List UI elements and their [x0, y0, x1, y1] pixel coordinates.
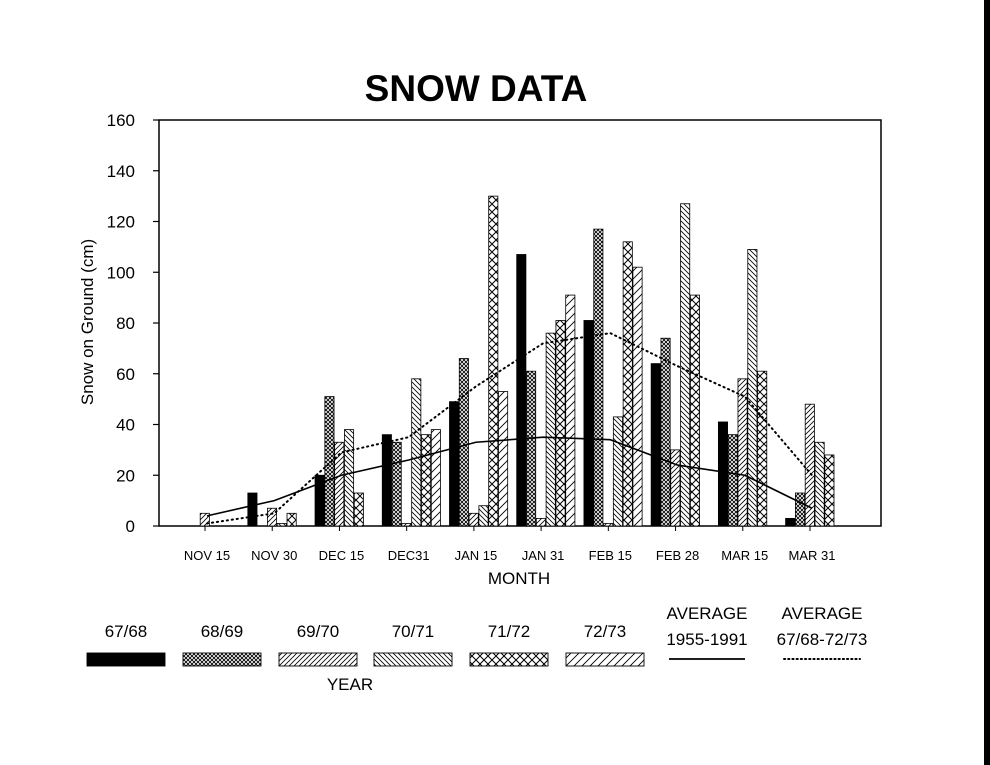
bar-68-69-9 [795, 492, 806, 527]
bar-groups [199, 195, 835, 527]
bar-70-71-7 [680, 203, 691, 527]
bar-70-71-8 [747, 249, 758, 527]
bar-70-71-2 [344, 429, 355, 527]
x-category-label: MAR 31 [789, 548, 836, 563]
legend-label-71-72: 71/72 [488, 622, 531, 641]
bar-69-70-4 [468, 512, 479, 527]
bar-67-68-5 [516, 254, 527, 527]
bar-68-69-6 [593, 228, 604, 527]
bar-70-71-9 [814, 441, 825, 527]
x-axis-label: MONTH [488, 569, 550, 588]
bar-71-72-4 [488, 195, 499, 527]
bar-71-72-1 [286, 512, 297, 527]
bar-68-69-2 [324, 396, 335, 527]
bar-70-71-3 [411, 378, 422, 527]
bar-71-72-2 [353, 492, 364, 527]
y-tick-label: 20 [116, 466, 135, 485]
x-category-label: JAN 31 [522, 548, 565, 563]
x-category-label: NOV 15 [184, 548, 230, 563]
chart-title: SNOW DATA [365, 68, 588, 109]
bar-70-71-5 [545, 332, 556, 527]
legend-title: YEAR [327, 675, 373, 694]
y-tick-label: 40 [116, 416, 135, 435]
bar-67-68-1 [247, 492, 258, 527]
x-category-label: DEC31 [388, 548, 430, 563]
bar-71-72-6 [622, 241, 633, 527]
bar-67-68-2 [314, 474, 325, 527]
bar-67-68-7 [650, 363, 661, 527]
legend-swatch-67-68 [86, 652, 166, 667]
bar-67-68-6 [583, 320, 594, 527]
bar-71-72-5 [555, 320, 566, 527]
bar-68-69-7 [660, 337, 671, 527]
legend-swatch-71-72 [469, 652, 549, 667]
legend-label-70-71: 70/71 [392, 622, 435, 641]
x-axis-categories: NOV 15 NOV 30 DEC 15 DEC31 JAN 15 JAN 31 FEB 1… [184, 526, 836, 563]
bar-70-71-6 [612, 416, 623, 527]
average-line-67-68-72-73 [206, 332, 813, 525]
legend-label-68-69: 68/69 [201, 622, 244, 641]
bar-71-72-3 [421, 434, 432, 527]
x-category-label: FEB 28 [656, 548, 699, 563]
bar-67-68-3 [381, 434, 392, 527]
average-lines [206, 332, 813, 525]
average-line-1955-1991 [206, 436, 813, 517]
bar-69-70-8 [737, 378, 748, 527]
bar-72-73-5 [565, 294, 576, 527]
bar-68-69-4 [458, 358, 469, 527]
bar-67-68-9 [785, 517, 796, 527]
legend-label-69-70: 69/70 [297, 622, 340, 641]
bar-70-71-4 [478, 505, 489, 527]
bar-69-70-5 [535, 517, 546, 527]
bar-69-70-6 [603, 523, 614, 527]
bar-68-69-5 [526, 370, 537, 527]
y-axis-ticks: 0 20 40 60 80 100 120 140 160 [107, 111, 159, 536]
legend-label-72-73: 72/73 [584, 622, 627, 641]
bar-72-73-4 [498, 391, 509, 527]
bar-67-68-4 [449, 401, 460, 527]
x-category-label: JAN 15 [455, 548, 498, 563]
bar-72-73-6 [632, 266, 643, 527]
bar-71-72-9 [824, 454, 835, 527]
bar-68-69-3 [391, 441, 402, 527]
legend-line-label: AVERAGE [667, 604, 748, 623]
legend-swatch-72-73 [565, 652, 645, 667]
y-tick-label: 0 [126, 517, 135, 536]
legend-label-67-68: 67/68 [105, 622, 148, 641]
legend-line-label: 67/68-72/73 [777, 630, 868, 649]
bar-71-72-8 [757, 370, 768, 527]
bar-68-69-8 [727, 434, 738, 527]
bar-70-71-1 [276, 523, 287, 527]
bar-72-73-3 [430, 429, 441, 527]
bar-71-72-7 [689, 294, 700, 527]
bar-69-70-3 [401, 523, 412, 527]
y-tick-label: 140 [107, 162, 135, 181]
x-category-label: NOV 30 [251, 548, 297, 563]
bar-69-70-1 [267, 507, 278, 527]
legend-line-label: AVERAGE [782, 604, 863, 623]
bar-69-70-7 [670, 449, 681, 527]
scan-edge-border [984, 0, 990, 765]
legend-swatch-69-70 [278, 652, 358, 667]
x-category-label: FEB 15 [589, 548, 632, 563]
bar-67-68-8 [717, 421, 728, 527]
y-tick-label: 120 [107, 213, 135, 232]
x-category-label: MAR 15 [721, 548, 768, 563]
x-category-label: DEC 15 [319, 548, 365, 563]
y-tick-label: 100 [107, 263, 135, 282]
y-tick-label: 60 [116, 365, 135, 384]
legend-swatch-70-71 [373, 652, 453, 667]
y-tick-label: 80 [116, 314, 135, 333]
legend: 67/68 68/69 69/70 70/71 71/72 72/73 AVERAGE 195… [86, 604, 868, 667]
y-tick-label: 160 [107, 111, 135, 130]
legend-swatch-68-69 [182, 652, 262, 667]
y-axis-label: Snow on Ground (cm) [78, 239, 97, 405]
legend-line-label: 1955-1991 [666, 630, 747, 649]
